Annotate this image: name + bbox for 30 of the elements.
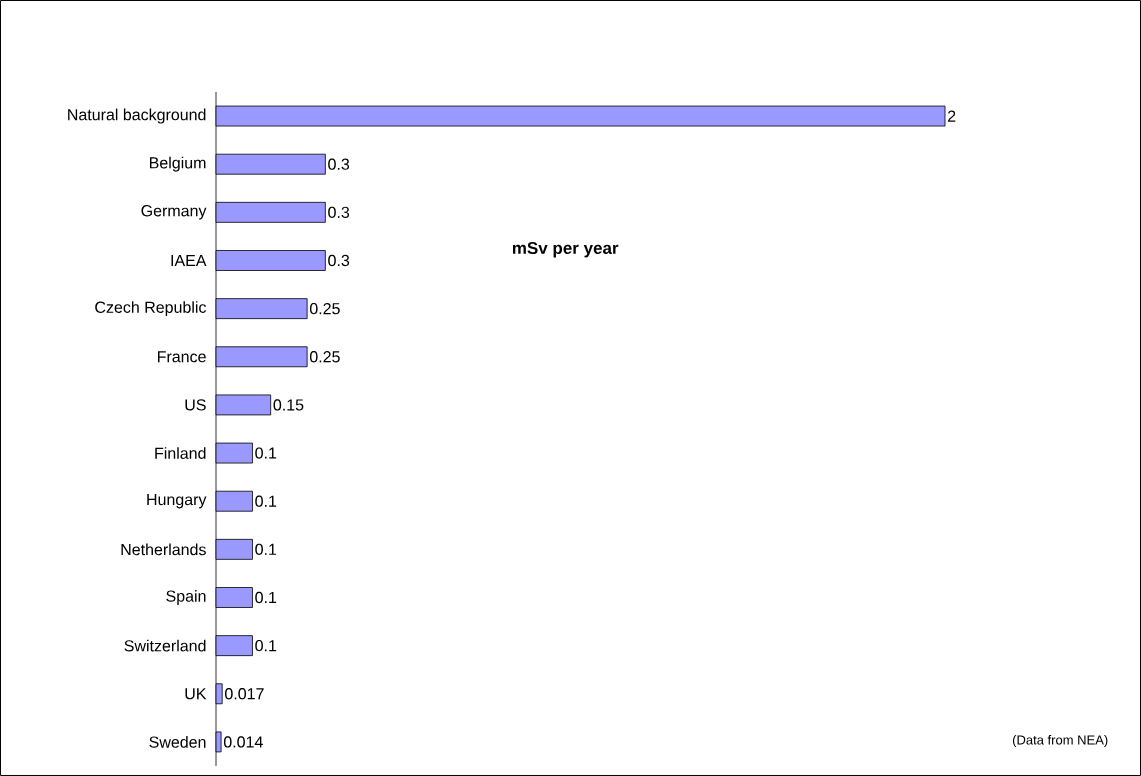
- y-tick-label: Sweden: [149, 736, 206, 748]
- data-label: 0.25: [309, 302, 340, 315]
- data-label: 0.017: [225, 688, 264, 700]
- data-label: 0.1: [255, 447, 277, 459]
- data-label: 0.1: [255, 543, 277, 556]
- data-label: 0.15: [273, 399, 304, 411]
- y-tick-label: Finland: [155, 447, 206, 459]
- data-label: 0.1: [255, 639, 277, 652]
- annotation: mSv per year: [512, 242, 619, 258]
- text: (Data from NEA): [1012, 735, 1108, 748]
- y-tick-label: Natural background: [68, 108, 206, 124]
- data-label: 2: [948, 110, 956, 122]
- y-tick-label: Belgium: [149, 156, 206, 172]
- data-label: 0.014: [223, 736, 263, 748]
- y-tick-label: UK: [185, 688, 207, 700]
- y-tick-label: IAEA: [171, 254, 207, 266]
- y-tick-label: Czech Republic: [95, 301, 207, 317]
- y-tick-label: France: [157, 351, 206, 363]
- y-tick-label: Switzerland: [124, 639, 206, 652]
- data-label: 0.3: [328, 158, 350, 170]
- y-tick-label: Netherlands: [121, 543, 206, 556]
- y-tick-label: Germany: [141, 205, 207, 220]
- data-label: 0.1: [255, 495, 277, 507]
- data-label: 0.3: [328, 206, 350, 219]
- data-label: 0.3: [328, 254, 350, 267]
- data-label: 0.1: [255, 591, 277, 604]
- y-tick-label: Spain: [166, 590, 206, 605]
- y-tick-label: US: [185, 399, 206, 411]
- y-tick-label: Hungary: [147, 494, 207, 509]
- data-label: 0.25: [309, 351, 340, 363]
